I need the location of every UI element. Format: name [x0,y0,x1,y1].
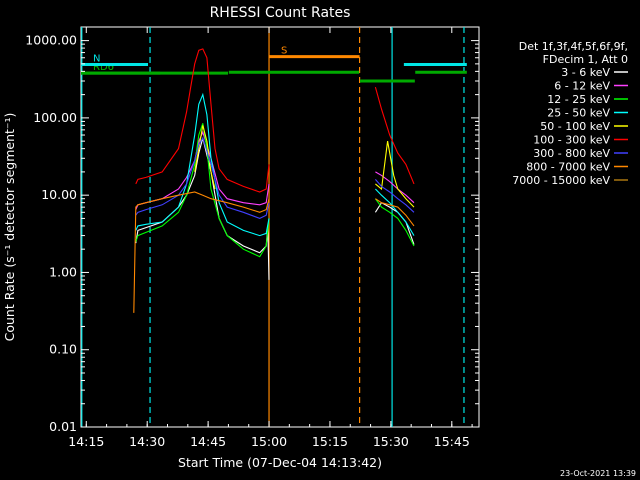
legend-label-6: 300 - 800 keV [533,147,610,160]
series-2-segment-0 [135,123,270,258]
legend-label-3: 25 - 50 keV [547,107,610,120]
series-3-segment-0 [135,92,270,237]
y-tick-label-2: 1.00 [49,264,77,279]
chart-title: RHESSI Count Rates [210,5,351,21]
series-5-segment-1 [374,86,415,185]
y-tick-label-5: 1000.00 [25,33,77,48]
series-7-segment-1 [375,198,415,227]
x-tick-label-4: 15:15 [312,434,348,449]
legend-label-8: 7000 - 15000 keV [512,174,610,187]
legend-label-0: 3 - 6 keV [561,66,610,79]
legend-label-7: 800 - 7000 keV [526,161,610,174]
legend-label-5: 100 - 300 keV [533,134,610,147]
series-1-segment-1 [375,171,415,204]
y-tick-label-1: 0.10 [49,342,77,357]
series-3-segment-1 [375,188,415,236]
series-lines [133,48,415,313]
series-6-segment-1 [374,179,415,213]
series-5-segment-0 [135,48,270,193]
legend-header-0: Det 1f,3f,4f,5f,6f,9f, [519,40,628,53]
x-tick-label-3: 15:00 [251,434,287,449]
y-tick-label-0: 0.01 [49,419,77,434]
state-label-1: RD0 [93,62,114,73]
legend-label-2: 12 - 25 keV [547,93,610,106]
state-label-2: N [93,54,100,65]
series-1-segment-0 [135,130,270,210]
x-tick-label-5: 15:30 [373,434,409,449]
series-4-segment-0 [194,125,216,190]
vertical-markers [81,27,465,427]
series-7-segment-0 [133,191,270,313]
series-4-segment-1 [375,141,415,208]
plot-frame [80,26,480,428]
legend-label-4: 50 - 100 keV [540,120,610,133]
series-6-segment-0 [135,136,270,219]
legend-header-1: FDecim 1, Att 0 [543,53,628,66]
state-label-0: RD6 [93,62,114,73]
legend-label-1: 6 - 12 keV [554,80,610,93]
x-tick-label-1: 14:30 [129,434,165,449]
x-axis-ticks: 14:15 14:30 14:45 15:00 15:15 15:30 15:45 [68,27,473,449]
x-tick-label-0: 14:15 [68,434,104,449]
x-tick-label-2: 14:45 [190,434,226,449]
y-tick-label-4: 100.00 [33,110,77,125]
y-axis-label: Count Rate (s⁻¹ detector segment⁻¹) [2,113,17,342]
y-axis-ticks: 0.01 0.10 1.00 10.00 100.00 1000.00 [25,33,479,434]
x-tick-label-6: 15:45 [434,434,470,449]
x-axis-label: Start Time (07-Dec-04 14:13:42) [178,455,382,470]
series-2-segment-1 [374,198,415,247]
state-label-3: S [281,46,287,57]
footer-timestamp: 23-Oct-2021 13:39 [560,469,636,478]
legend: Det 1f,3f,4f,5f,6f,9f,FDecim 1, Att 03 -… [512,40,628,187]
y-tick-label-3: 10.00 [41,187,77,202]
